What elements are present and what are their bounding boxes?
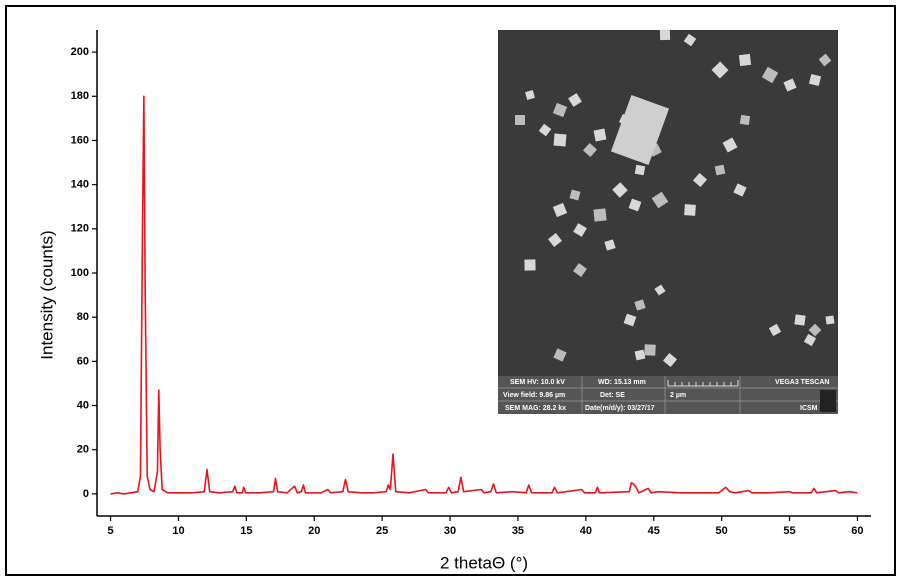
crystal [733,183,747,197]
crystal [553,133,567,147]
x-axis-title: 2 thetaΘ (°) [440,553,528,572]
x-tick-label: 35 [512,525,524,537]
crystal [684,204,696,216]
y-tick-label: 140 [71,179,89,191]
inset-label: SEM MAG: 28.2 kx [505,405,566,412]
y-tick-label: 60 [77,355,89,367]
x-tick-label: 30 [444,525,456,537]
y-tick-label: 80 [77,311,89,323]
crystal [634,164,646,176]
inset-label: Det: SE [600,392,625,399]
crystal [610,94,670,166]
crystal [573,263,587,277]
crystal [722,137,738,153]
crystal [683,33,697,47]
crystal [808,73,822,87]
crystal [538,123,552,137]
crystal [825,315,835,325]
crystal [623,313,637,327]
crystal [582,142,598,158]
data-line [110,95,858,495]
y-tick-label: 0 [83,488,89,500]
crystal [651,191,669,209]
crystal [569,189,581,201]
crystal [573,223,587,237]
y-tick-label: 160 [71,134,89,146]
crystal [692,172,708,188]
inset-label: VEGA3 TESCAN [775,379,829,386]
crystal [711,61,729,79]
crystal [739,114,751,126]
crystal [547,232,563,248]
crystal [738,53,752,67]
inset-label: ICSM [800,405,818,412]
crystal [628,198,642,212]
crystal [783,78,797,92]
scale-bar [667,380,739,387]
y-tick-label: 180 [71,90,89,102]
inset-label: Date(m/d/y): 03/27/17 [585,405,655,412]
y-tick-label: 20 [77,444,89,456]
x-tick-label: 10 [172,525,184,537]
logo [820,390,836,412]
crystal [553,348,567,362]
crystal [662,352,678,368]
crystal [568,93,582,107]
crystal [714,164,726,176]
crystal [634,299,646,311]
x-tick-label: 25 [376,525,388,537]
crystal [644,344,656,356]
crystal [659,29,671,41]
sem-image [498,30,838,376]
sem-inset: SEM HV: 10.0 kV WD: 15.13 mm VEGA3 TESCA… [498,29,838,414]
crystal [654,284,666,296]
crystal [515,115,525,125]
x-tick-label: 60 [851,525,863,537]
crystal [761,66,779,84]
y-tick-label: 40 [77,399,89,411]
crystal [593,208,607,222]
crystal [604,239,616,251]
x-tick-label: 45 [648,525,660,537]
crystal [593,128,607,142]
x-tick-label: 15 [240,525,252,537]
x-tick-label: 5 [108,525,114,537]
inset-label: 2 µm [670,392,686,399]
y-tick-label: 100 [71,267,89,279]
crystal [634,349,646,361]
crystal [552,202,568,218]
y-tick-label: 120 [71,223,89,235]
crystal [552,102,568,118]
inset-label: WD: 15.13 mm [598,379,646,386]
crystal [818,53,832,67]
x-tick-label: 40 [580,525,592,537]
y-axis-title: Intensity (counts) [37,230,56,359]
crystal [803,333,817,347]
x-tick-label: 55 [783,525,795,537]
crystal [524,259,536,271]
crystal [768,323,782,337]
info-dividers [498,376,838,414]
crystal [612,182,628,198]
x-tick-label: 50 [716,525,728,537]
crystal [794,314,806,326]
x-tick-label: 20 [308,525,320,537]
crystal [525,90,535,100]
inset-label: SEM HV: 10.0 kV [510,379,565,386]
y-tick-label: 200 [71,46,89,58]
inset-label: View field: 9.86 µm [503,392,565,399]
